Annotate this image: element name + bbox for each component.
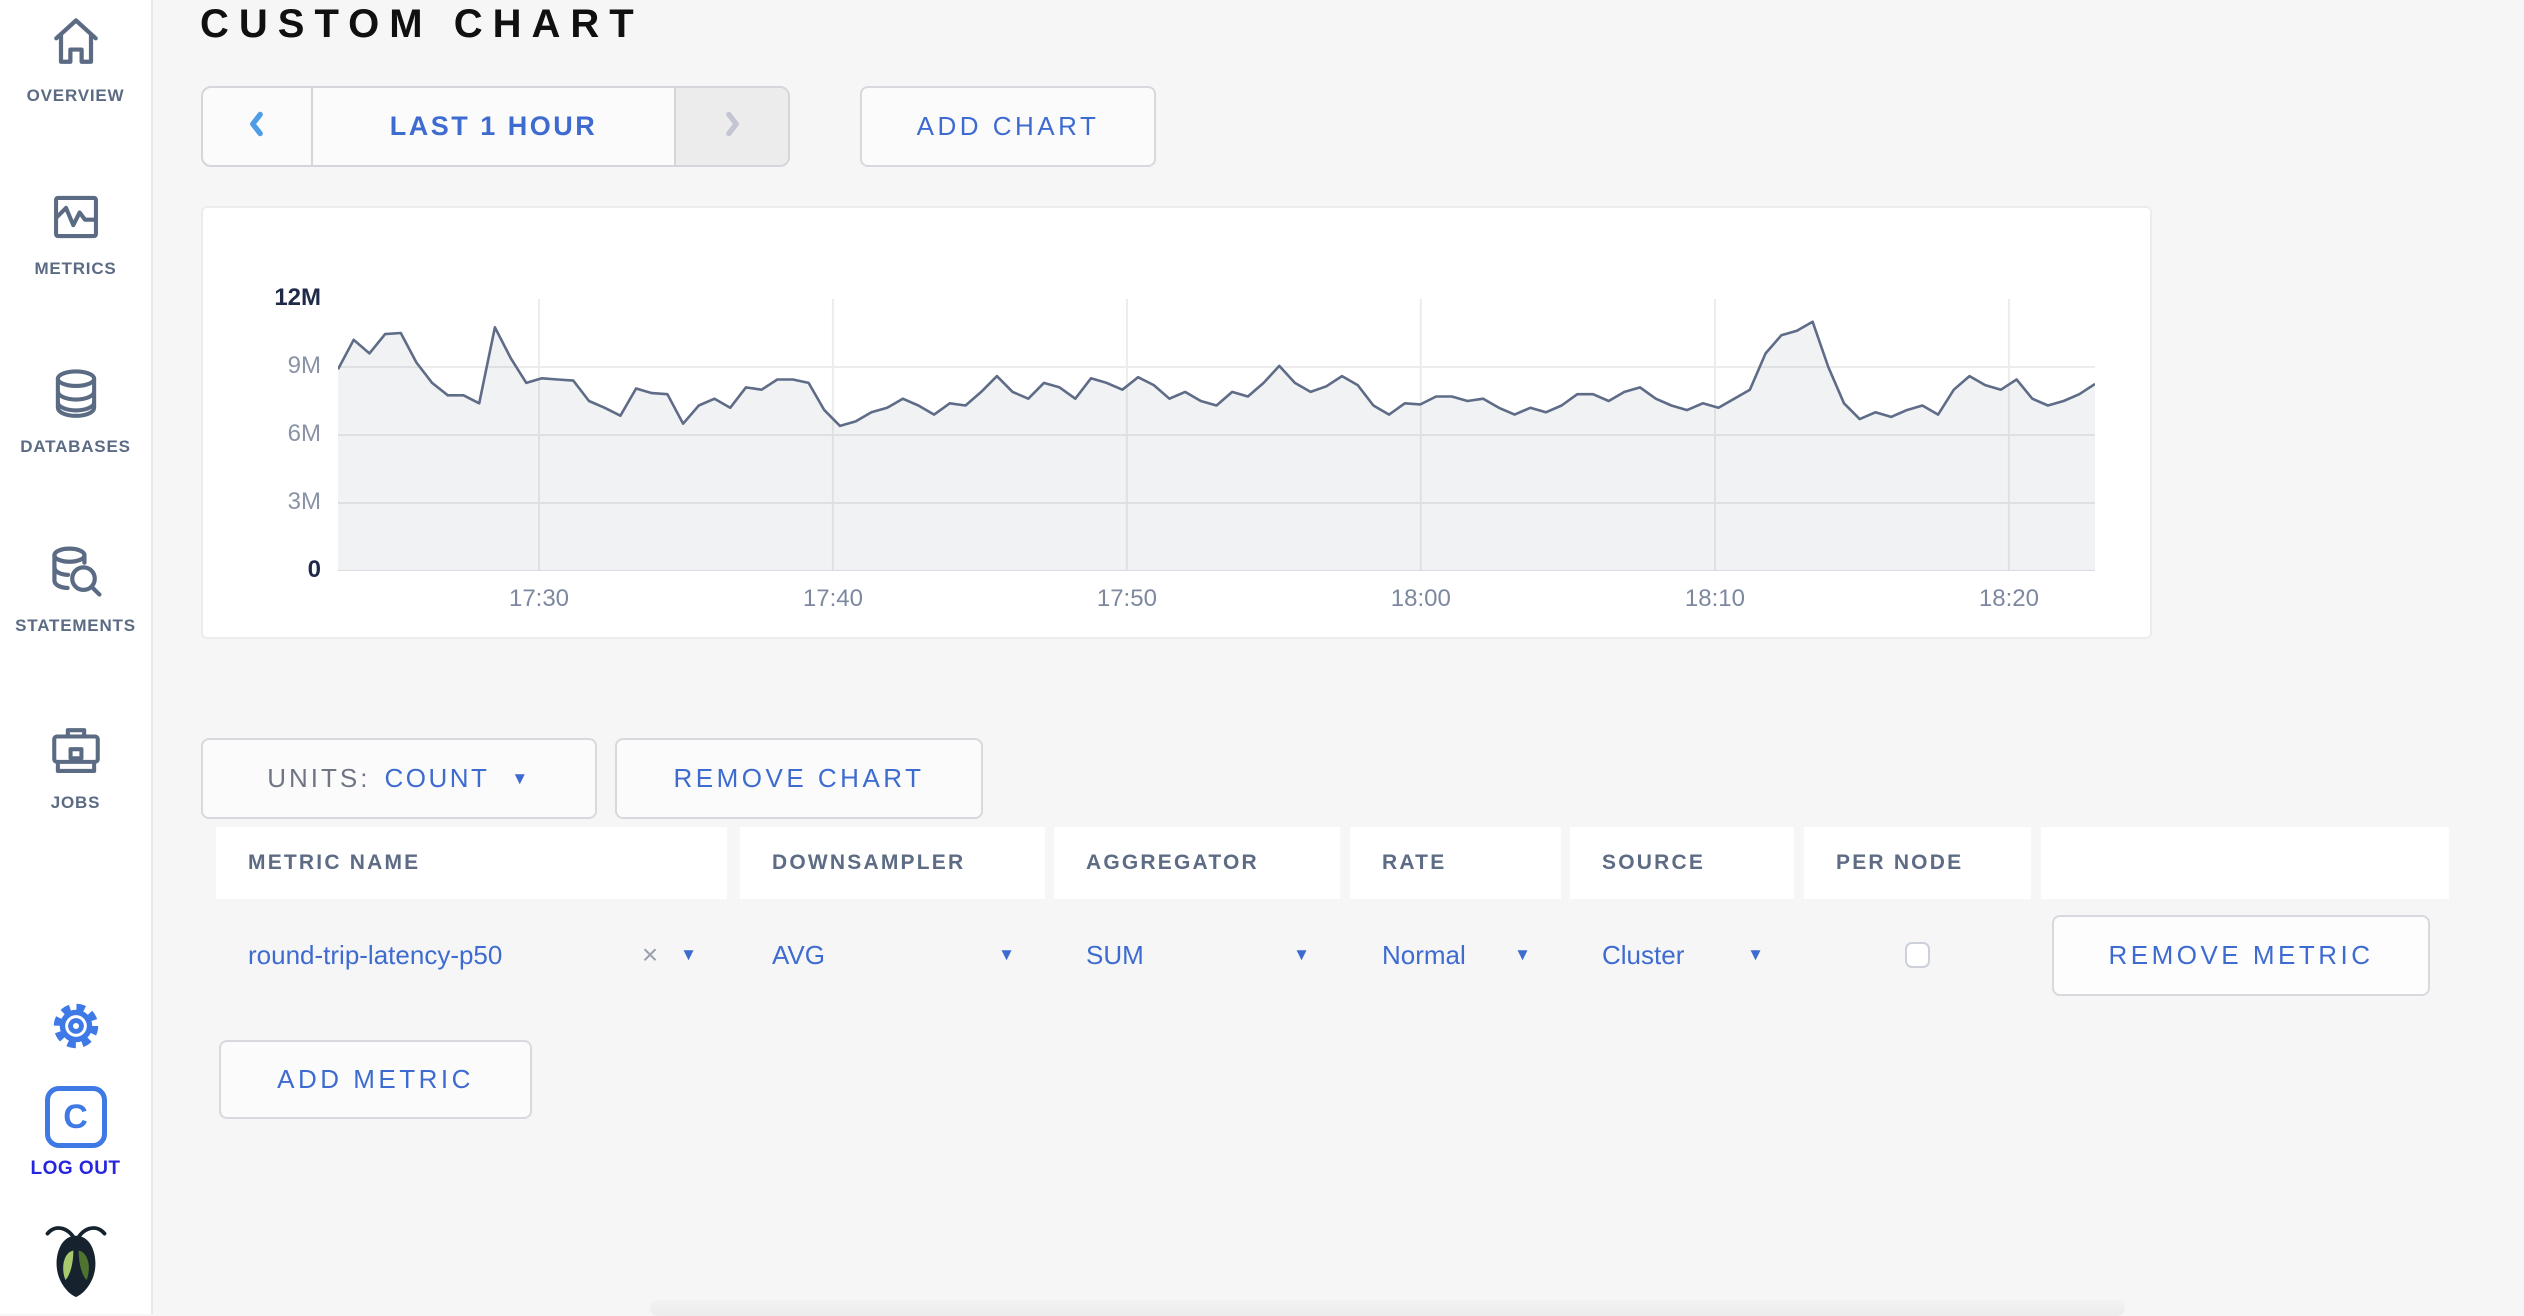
x-axis-tick-label: 17:30	[508, 585, 570, 612]
cockroach-c-logo-icon: C	[44, 1086, 107, 1148]
briefcase-icon	[46, 722, 106, 780]
cockroach-bug-icon	[41, 1222, 111, 1303]
gear-icon	[50, 1000, 102, 1057]
sidebar-item-databases[interactable]: DATABASES	[0, 366, 151, 457]
sidebar-item-label: STATEMENTS	[15, 616, 136, 635]
x-axis-tick-label: 18:20	[1978, 585, 2039, 612]
rate-value: Normal	[1382, 939, 1466, 970]
y-axis-tick-label: 0	[307, 556, 321, 583]
sidebar-item-label: JOBS	[50, 793, 101, 812]
horizontal-scrollbar[interactable]	[650, 1300, 2125, 1316]
caret-down-icon: ▼	[511, 768, 531, 788]
x-axis-tick-label: 17:40	[802, 585, 863, 612]
sidebar-item-overview[interactable]: OVERVIEW	[0, 13, 151, 106]
caret-down-icon: ▼	[1747, 945, 1764, 964]
downsampler-value: AVG	[772, 939, 825, 970]
sidebar-item-label: DATABASES	[20, 437, 131, 456]
column-header-aggregator: AGGREGATOR	[1054, 827, 1340, 899]
chart-card: 0 3M 6M 9M 12M 17:30 17:40 17:50 18:00 18:10 18:20	[201, 206, 2152, 639]
cockroach-brand	[0, 1222, 151, 1303]
units-label: UNITS:	[267, 763, 371, 793]
aggregator-value: SUM	[1086, 939, 1144, 970]
logout-button[interactable]: C LOG OUT	[0, 1086, 151, 1180]
aggregator-dropdown[interactable]: SUM ▼	[1054, 899, 1340, 1011]
metric-name-cell: round-trip-latency-p50 × ▼	[216, 899, 727, 1011]
settings-button[interactable]	[0, 1000, 151, 1057]
y-axis-tick-label: 6M	[287, 420, 321, 447]
remove-chart-button[interactable]: REMOVE CHART	[615, 738, 983, 819]
sidebar-item-label: METRICS	[34, 259, 117, 278]
sidebar-item-statements[interactable]: STATEMENTS	[0, 543, 151, 636]
source-dropdown[interactable]: Cluster ▼	[1570, 899, 1794, 1011]
time-range-next-button[interactable]	[674, 88, 788, 165]
column-header-metric-name: METRIC NAME	[216, 827, 727, 899]
logout-label: LOG OUT	[30, 1158, 121, 1179]
column-header-rate: RATE	[1350, 827, 1561, 899]
chart-plot	[338, 299, 2095, 571]
metric-name-value[interactable]: round-trip-latency-p50	[248, 939, 503, 970]
chevron-right-icon	[717, 107, 747, 146]
column-header-per-node: PER NODE	[1804, 827, 2031, 899]
chevron-left-icon	[242, 107, 272, 146]
rate-dropdown[interactable]: Normal ▼	[1350, 899, 1561, 1011]
main-content: CUSTOM CHART LAST 1 HOUR ADD CHART	[151, 0, 2524, 1316]
per-node-checkbox[interactable]	[1905, 942, 1930, 968]
caret-down-icon: ▼	[1514, 945, 1531, 964]
sidebar-item-jobs[interactable]: JOBS	[0, 722, 151, 813]
y-axis-tick-label: 9M	[287, 352, 321, 379]
caret-down-icon: ▼	[998, 945, 1015, 964]
x-axis-tick-label: 18:10	[1684, 585, 1745, 612]
database-icon	[47, 366, 105, 424]
units-dropdown[interactable]: UNITS: COUNT ▼	[201, 738, 597, 819]
y-axis-tick-label: 12M	[274, 284, 321, 311]
database-search-icon	[46, 543, 106, 603]
metrics-graph-icon	[46, 188, 106, 246]
sidebar: OVERVIEW METRICS DATABASES	[0, 0, 153, 1314]
downsampler-dropdown[interactable]: AVG ▼	[740, 899, 1045, 1011]
clear-metric-icon[interactable]: ×	[641, 939, 659, 970]
column-header-source: SOURCE	[1570, 827, 1794, 899]
remove-metric-button[interactable]: REMOVE METRIC	[2052, 915, 2430, 996]
home-icon	[45, 13, 107, 73]
column-header-downsampler: DOWNSAMPLER	[740, 827, 1045, 899]
x-axis-tick-label: 18:00	[1390, 585, 1451, 612]
series-line	[338, 320, 2095, 428]
time-range-value[interactable]: LAST 1 HOUR	[389, 111, 598, 141]
y-axis-tick-label: 3M	[287, 488, 321, 515]
per-node-cell	[1804, 899, 2031, 1011]
page-title: CUSTOM CHART	[200, 2, 644, 46]
timeseries-chart	[338, 299, 2095, 571]
time-range-prev-button[interactable]	[203, 88, 313, 165]
sidebar-item-metrics[interactable]: METRICS	[0, 188, 151, 279]
caret-down-icon: ▼	[1293, 945, 1310, 964]
series-area	[338, 321, 2095, 571]
add-chart-button[interactable]: ADD CHART	[860, 86, 1156, 167]
add-metric-button[interactable]: ADD METRIC	[219, 1040, 532, 1119]
source-value: Cluster	[1602, 939, 1685, 970]
caret-down-icon[interactable]: ▼	[680, 945, 697, 964]
x-axis-tick-label: 17:50	[1096, 585, 1157, 612]
sidebar-item-label: OVERVIEW	[26, 86, 125, 105]
units-value: COUNT	[384, 763, 490, 793]
column-header-actions	[2041, 827, 2449, 899]
time-range-selector: LAST 1 HOUR	[201, 86, 790, 167]
